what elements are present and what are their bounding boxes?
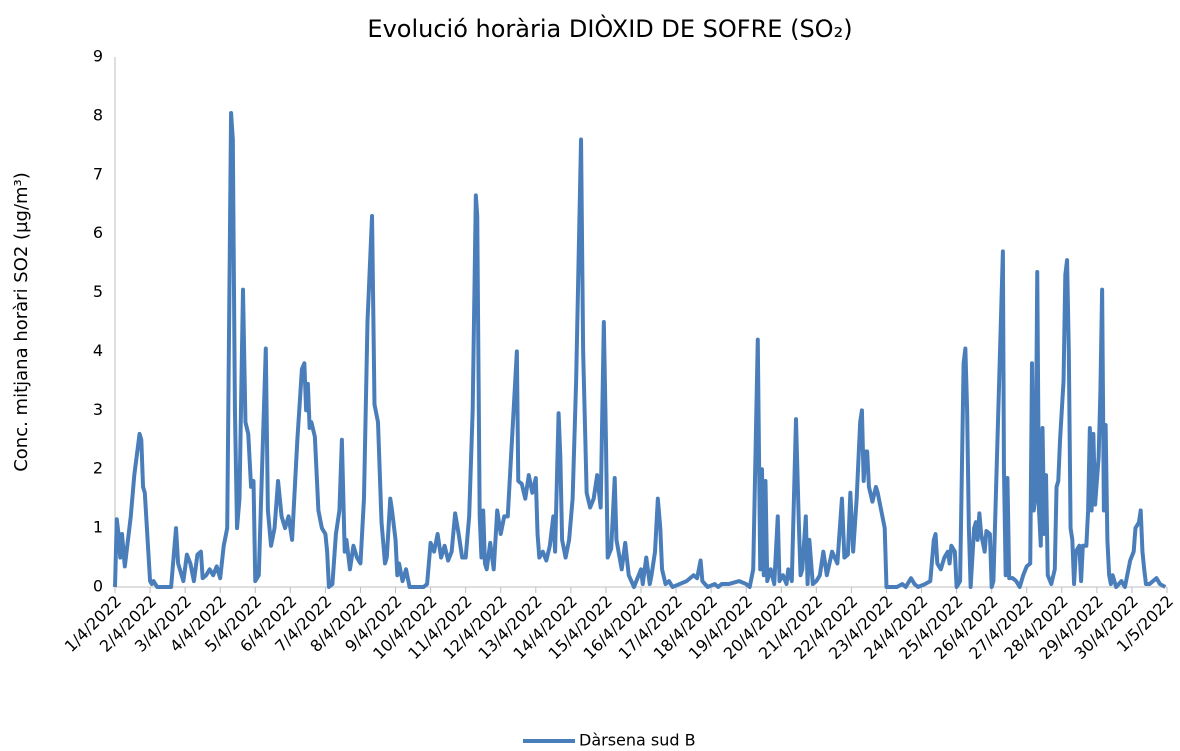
chart-title: Evolució horària DIÒXID DE SOFRE (SO₂) bbox=[367, 13, 852, 43]
y-tick-label: 8 bbox=[93, 105, 103, 124]
y-tick-label: 9 bbox=[93, 47, 103, 66]
legend-label: Dàrsena sud B bbox=[579, 731, 696, 750]
y-tick-label: 1 bbox=[93, 518, 103, 537]
y-tick-label: 2 bbox=[93, 459, 103, 478]
y-tick-label: 0 bbox=[93, 577, 103, 596]
y-tick-label: 4 bbox=[93, 341, 103, 360]
y-axis-title: Conc. mitjana horàri SO2 (µg/m³) bbox=[11, 172, 32, 472]
y-tick-label: 7 bbox=[93, 164, 103, 183]
y-tick-label: 5 bbox=[93, 282, 103, 301]
data-line bbox=[113, 110, 1167, 589]
y-tick-label: 6 bbox=[93, 223, 103, 242]
y-tick-label: 3 bbox=[93, 400, 103, 419]
